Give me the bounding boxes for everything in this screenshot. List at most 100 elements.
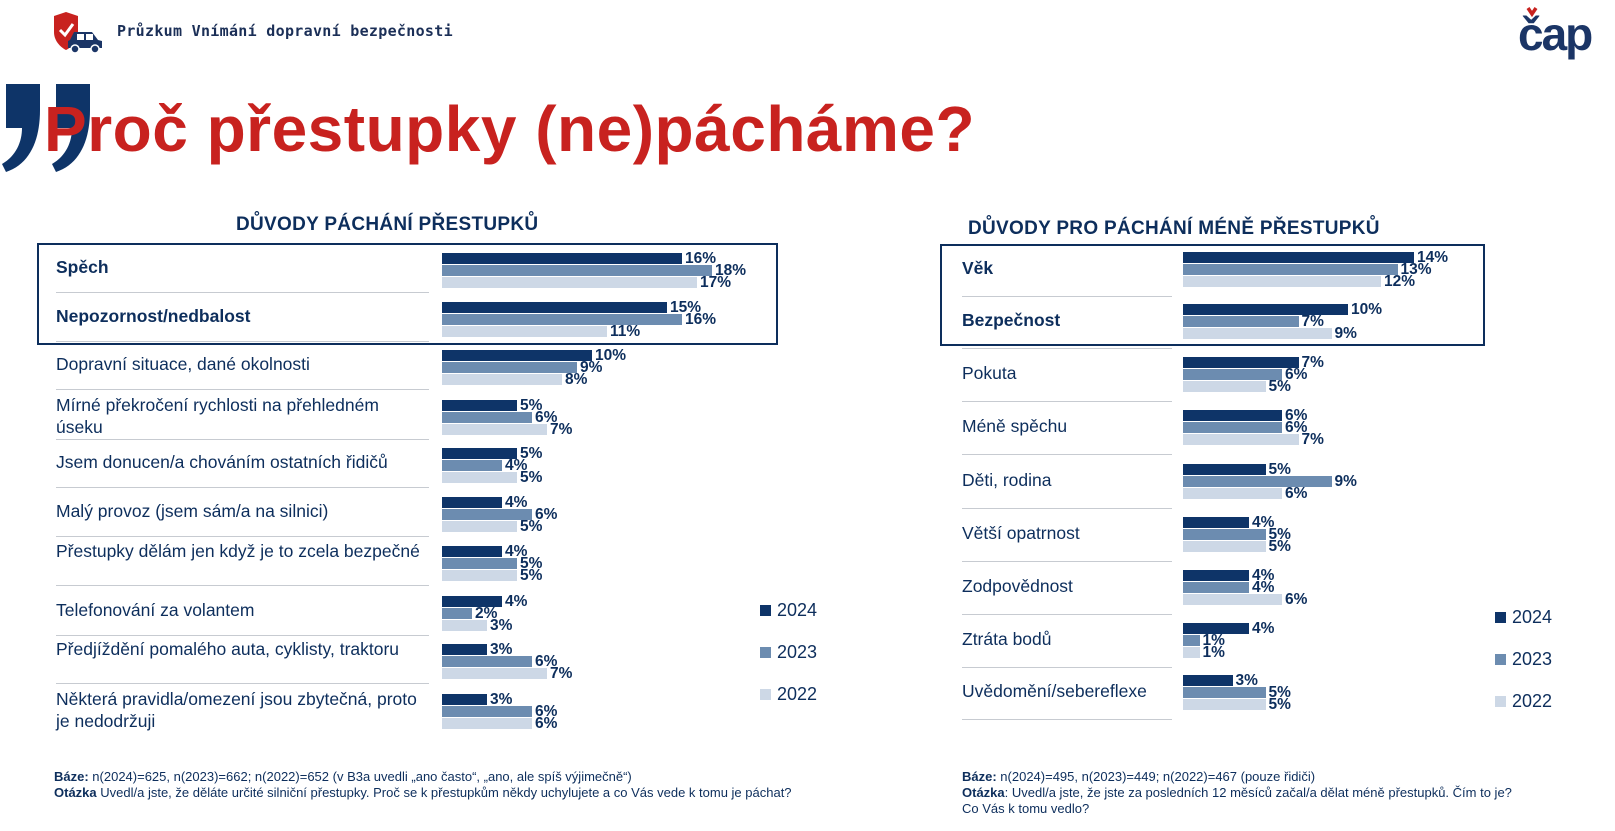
category-label: Jsem donucen/a chováním ostatních řidičů [56,452,388,472]
data-label-2022: 12% [1384,273,1416,290]
legend-label: 2022 [777,684,818,704]
legend-swatch [1495,654,1506,665]
legend-label: 2022 [1512,691,1553,711]
page-title: Proč přestupky (ne)pácháme? [44,93,976,165]
bar-2024 [442,596,502,607]
right-chart-title: DŮVODY PRO PÁCHÁNÍ MÉNĚ PŘESTUPKŮ [968,218,1380,239]
category-label: Zodpovědnost [962,576,1073,596]
data-label-2022: 5% [1268,696,1291,713]
bar-2023 [1183,582,1249,593]
data-label-2023: 16% [685,311,717,328]
row-separator [56,389,429,390]
bar-2022 [442,472,517,483]
bar-2024 [442,448,517,459]
data-label-2024: 3% [1235,672,1258,689]
category-label: Ztráta bodů [962,629,1052,649]
data-label-2022: 7% [550,421,573,438]
data-label-2024: 7% [1301,354,1324,371]
row-separator [962,561,1172,562]
data-label-2022: 7% [550,665,573,682]
bar-2023 [442,509,532,520]
bar-2024 [1183,517,1249,528]
bar-2022 [442,718,532,729]
data-label-2024: 5% [1268,461,1291,478]
row-separator [962,508,1172,509]
category-label: Některá pravidla/omezení jsou zbytečná, … [56,689,417,731]
bar-2022 [1183,647,1200,658]
category-label: Uvědomění/sebereflexe [962,681,1147,701]
data-label-2022: 6% [1285,591,1308,608]
data-label-2022: 5% [520,567,543,584]
bar-2023 [442,706,532,717]
legend-item-2023: 2023 [1495,649,1552,670]
data-label-2024: 4% [1252,514,1275,531]
bar-2022 [442,668,547,679]
data-label-2022: 5% [520,469,543,486]
legend-swatch [1495,696,1506,707]
bar-2024 [442,400,517,411]
row-separator [962,348,1172,349]
data-label-2023: 18% [715,262,747,279]
bar-2023 [1183,316,1299,327]
bar-2022 [1183,488,1282,499]
data-label-2024: 3% [490,691,513,708]
data-label-2024: 6% [1285,407,1308,424]
legend-item-2022: 2022 [1495,691,1552,712]
bar-2022 [1183,594,1282,605]
data-label-2023: 2% [475,605,498,622]
data-label-2022: 1% [1202,644,1225,661]
legend-label: 2024 [1512,607,1553,627]
data-label-2024: 10% [595,347,627,364]
data-label-2023: 1% [1202,632,1225,649]
data-label-2023: 5% [1268,684,1291,701]
data-label-2023: 6% [535,703,558,720]
data-label-2023: 4% [505,457,528,474]
bar-2023 [442,314,682,325]
category-label: Dopravní situace, dané okolnosti [56,354,310,374]
row-separator [56,292,429,293]
category-label: Telefonování za volantem [56,600,255,620]
data-label-2024: 4% [1252,620,1275,637]
bar-2024 [442,497,502,508]
data-label-2023: 4% [1252,579,1275,596]
category-label: Pokuta [962,363,1017,383]
data-label-2024: 10% [1351,301,1383,318]
bar-2022 [442,374,562,385]
bar-2023 [442,656,532,667]
row-separator [56,585,429,586]
category-label: Méně spěchu [962,416,1068,436]
left-chart-title: DŮVODY PÁCHÁNÍ PŘESTUPKŮ [236,214,539,235]
data-label-2022: 6% [1285,485,1308,502]
data-label-2022: 7% [1301,431,1324,448]
category-label: Věk [962,258,994,278]
data-label-2023: 9% [1334,473,1357,490]
bar-2022 [1183,699,1266,710]
bar-2023 [1183,422,1282,433]
data-label-2022: 3% [490,617,513,634]
row-separator [962,401,1172,402]
bar-2023 [442,412,532,423]
bar-2022 [1183,434,1299,445]
row-separator [56,487,429,488]
bar-2022 [1183,276,1381,287]
data-label-2022: 5% [1268,538,1291,555]
bar-2024 [1183,675,1233,686]
bar-2023 [1183,264,1398,275]
quote-mark-icon [2,84,90,172]
legend-label: 2023 [1512,649,1553,669]
category-label: Předjíždění pomalého auta, cyklisty, tra… [56,639,400,659]
left-highlight-box [37,243,778,345]
row-separator [56,536,429,537]
row-separator [962,614,1172,615]
data-label-2024: 14% [1417,249,1449,266]
bar-2023 [442,608,472,619]
legend-item-2023: 2023 [760,642,817,663]
category-label: Bezpečnost [962,310,1061,330]
row-separator [56,439,429,440]
legend-swatch [760,689,771,700]
legend-item-2022: 2022 [760,684,817,705]
data-label-2024: 3% [490,641,513,658]
bar-2022 [442,521,517,532]
data-label-2022: 5% [1268,378,1291,395]
category-label: Spěch [56,257,109,277]
